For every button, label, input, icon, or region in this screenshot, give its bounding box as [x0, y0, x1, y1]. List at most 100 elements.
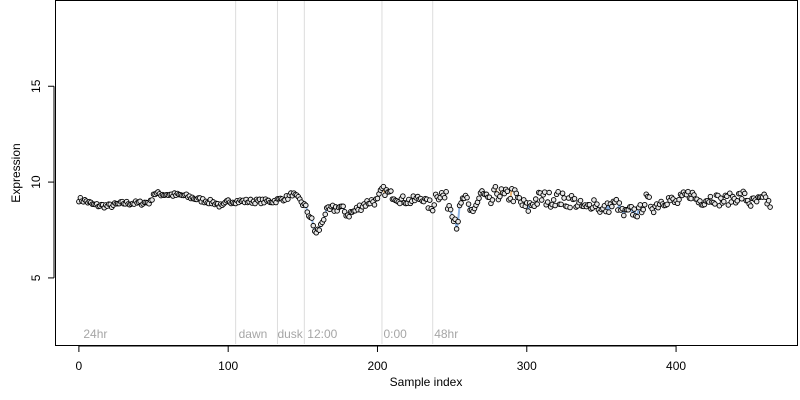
- y-tick-label: 15: [29, 79, 43, 93]
- data-point: [594, 201, 600, 207]
- data-point: [640, 206, 646, 213]
- data-point: [346, 213, 352, 220]
- data-point: [567, 204, 573, 211]
- data-point: [561, 195, 567, 201]
- y-axis: 5 10 15: [29, 79, 55, 281]
- region-label: dusk: [277, 327, 303, 341]
- data-point: [309, 215, 315, 221]
- x-tick-label: 300: [517, 359, 537, 373]
- data-point: [591, 197, 597, 203]
- data-point: [727, 190, 733, 197]
- x-tick-label: 200: [367, 359, 387, 373]
- data-point: [388, 188, 394, 194]
- region-label: 48hr: [434, 327, 458, 341]
- x-tick-label: 0: [76, 359, 83, 373]
- x-axis: 0 100 200 300 400: [76, 345, 686, 373]
- data-point: [532, 196, 539, 202]
- data-point: [718, 195, 724, 201]
- data-point: [616, 200, 623, 206]
- data-point: [400, 193, 406, 199]
- data-point: [637, 202, 643, 208]
- data-point: [429, 207, 436, 214]
- x-tick-label: 100: [218, 359, 238, 373]
- data-point: [426, 197, 433, 203]
- data-point: [534, 201, 540, 207]
- data-point: [382, 192, 388, 199]
- data-point: [374, 195, 381, 202]
- data-point: [577, 197, 584, 204]
- data-point: [550, 197, 557, 203]
- data-point: [525, 208, 532, 214]
- data-point: [559, 190, 566, 197]
- data-point: [634, 213, 641, 220]
- data-point: [712, 201, 718, 207]
- x-tick-label: 400: [666, 359, 686, 373]
- data-point: [322, 211, 328, 218]
- data-point: [340, 203, 346, 210]
- data-point: [606, 209, 612, 215]
- data-point: [739, 196, 745, 202]
- data-point: [609, 203, 615, 210]
- data-point: [538, 197, 545, 203]
- data-point: [544, 199, 551, 205]
- data-point: [447, 206, 454, 213]
- data-point: [613, 196, 620, 203]
- data-point: [741, 190, 748, 197]
- data-point: [316, 227, 323, 233]
- data-point: [753, 198, 760, 205]
- data-points: [76, 183, 773, 236]
- data-point: [646, 194, 652, 200]
- data-point: [443, 189, 449, 195]
- data-point: [721, 198, 727, 205]
- data-point: [465, 201, 472, 207]
- data-point: [541, 189, 548, 195]
- data-point: [555, 189, 561, 195]
- data-point: [641, 202, 648, 208]
- region-label: 24hr: [83, 327, 107, 341]
- region-label: dawn: [239, 327, 268, 341]
- data-point: [458, 200, 464, 206]
- region-label: 12:00: [307, 327, 337, 341]
- data-point: [650, 209, 657, 216]
- data-point: [621, 212, 627, 219]
- data-point: [571, 195, 578, 202]
- plot-frame: [55, 0, 798, 346]
- data-point: [510, 198, 517, 205]
- data-point: [371, 202, 378, 208]
- data-point: [453, 226, 460, 232]
- data-point: [558, 201, 564, 208]
- data-point: [734, 198, 741, 204]
- data-point: [492, 183, 499, 190]
- data-point: [631, 206, 638, 212]
- data-point: [397, 200, 403, 207]
- x-axis-label: Sample index: [390, 375, 463, 389]
- data-point: [767, 204, 773, 210]
- data-point: [489, 197, 496, 203]
- data-point: [676, 196, 682, 203]
- data-point: [685, 188, 691, 195]
- data-point: [552, 202, 558, 209]
- data-point: [747, 203, 754, 209]
- data-point: [149, 197, 155, 203]
- data-point: [707, 193, 714, 200]
- data-point: [320, 217, 327, 223]
- data-point: [504, 188, 511, 195]
- data-point: [546, 189, 552, 196]
- data-point: [431, 202, 437, 208]
- y-tick-label: 10: [29, 175, 43, 189]
- y-tick-label: 5: [29, 274, 43, 281]
- data-point: [516, 195, 523, 201]
- region-labels: 24hr dawn dusk 12:00 0:00 48hr: [83, 327, 458, 341]
- data-point: [476, 195, 482, 201]
- data-point: [497, 193, 503, 200]
- region-label: 0:00: [383, 327, 407, 341]
- data-point: [455, 218, 461, 225]
- data-point: [310, 222, 317, 229]
- data-point: [765, 197, 772, 204]
- y-axis-label: Expression: [9, 143, 23, 202]
- data-point: [441, 194, 448, 201]
- region-dividers: [235, 1, 434, 344]
- data-point: [303, 202, 309, 209]
- data-point: [464, 194, 470, 201]
